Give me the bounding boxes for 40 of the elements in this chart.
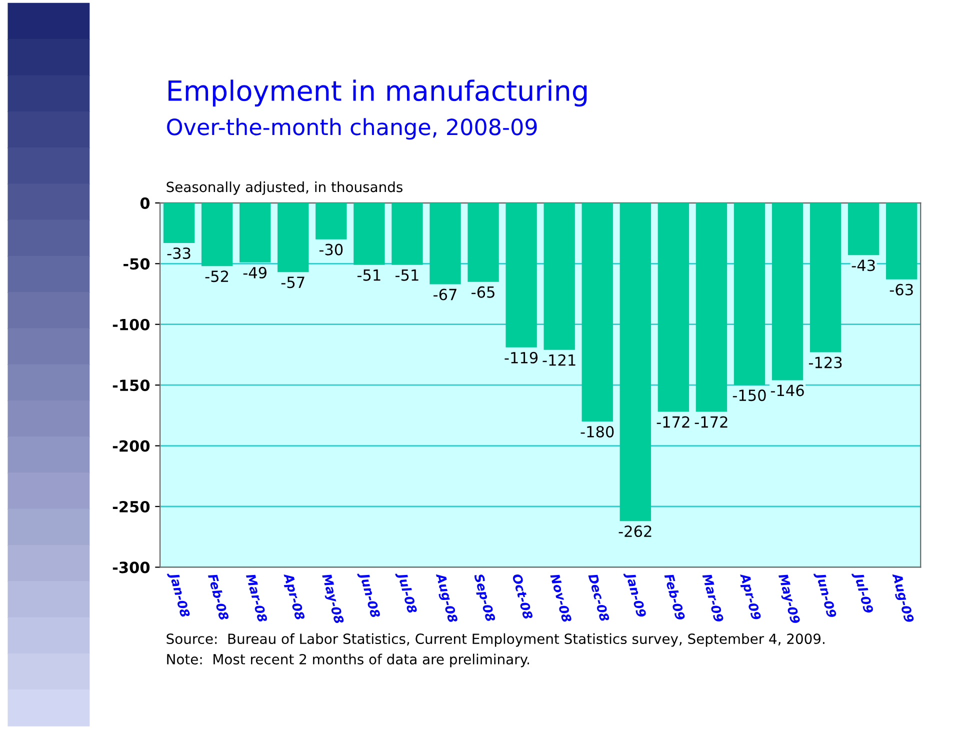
- y-tick-label: -300: [112, 562, 150, 574]
- chart-title: Employment in manufacturing: [168, 80, 587, 107]
- data-label: -43: [852, 260, 875, 272]
- data-label: -123: [808, 356, 842, 368]
- data-label: -150: [732, 390, 766, 402]
- data-label: -119: [504, 352, 538, 364]
- data-label: -30: [319, 244, 343, 256]
- data-label: -49: [243, 266, 266, 278]
- x-tick-label: Oct-08: [512, 573, 534, 620]
- data-label: -146: [770, 384, 804, 396]
- data-label: -180: [580, 426, 614, 438]
- data-label: -51: [357, 270, 380, 281]
- y-tick-label: -150: [112, 380, 150, 392]
- data-label: -262: [618, 526, 652, 538]
- text: Note: Most recent 2 months of data are preliminary.: [167, 654, 529, 668]
- data-label: -121: [542, 354, 576, 366]
- data-label: -63: [890, 284, 913, 296]
- x-tick-label: Apr-09: [738, 572, 762, 622]
- chart-subtitle: Over-the-month change, 2008-09: [167, 118, 537, 140]
- y-tick-label: -200: [112, 440, 150, 452]
- data-label: -33: [167, 247, 190, 259]
- data-label: -65: [472, 286, 494, 298]
- x-tick-label: Sep-08: [472, 573, 496, 623]
- data-label: -172: [656, 416, 690, 428]
- y-tick-label: 0: [140, 197, 150, 209]
- x-tick-label: Mar-08: [246, 573, 268, 623]
- data-label: -52: [205, 270, 228, 282]
- data-label: -172: [694, 416, 728, 428]
- data-label: -67: [434, 288, 456, 300]
- x-tick-label: Dec-08: [588, 573, 610, 622]
- x-tick-label: Feb-09: [664, 573, 686, 621]
- y-tick-label: -250: [112, 500, 150, 513]
- y-tick-label: -100: [112, 318, 150, 330]
- y-axis-title: Seasonally adjusted, in thousands: [166, 181, 402, 195]
- data-label: -51: [395, 270, 418, 281]
- source-note: Source: Bureau of Labor Statistics, Current Employment Statistics survey, September 4, 2009.: [166, 633, 824, 647]
- data-label: -57: [281, 276, 304, 288]
- x-tick-label: Apr-08: [281, 572, 306, 622]
- x-tick-label: Feb-08: [208, 573, 230, 621]
- y-tick-label: -50: [124, 258, 150, 270]
